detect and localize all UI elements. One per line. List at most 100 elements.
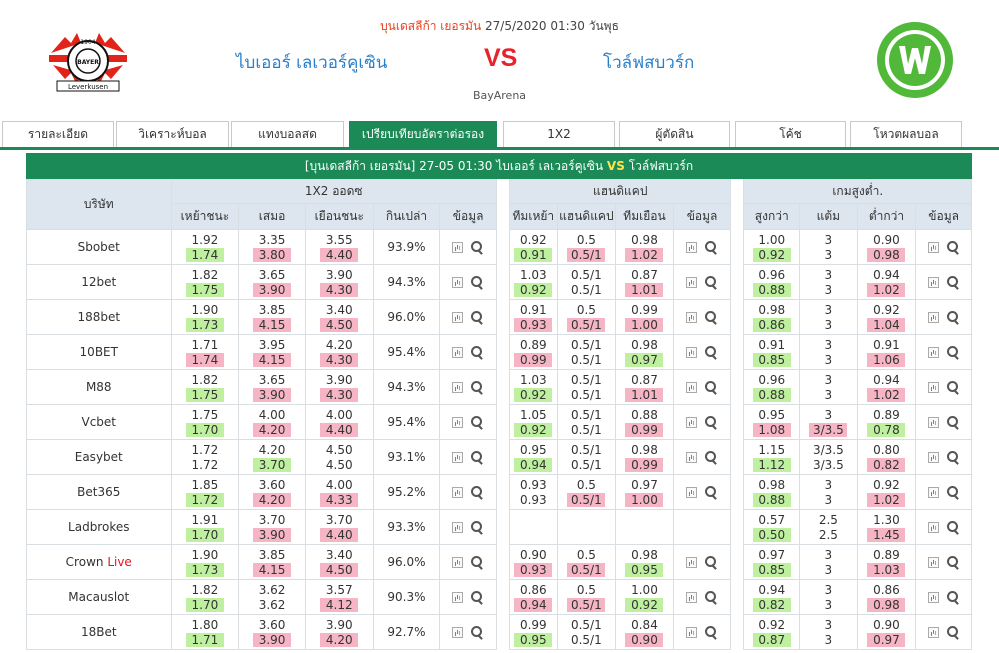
chart-icon[interactable] — [927, 486, 939, 498]
chart-icon[interactable] — [686, 381, 698, 393]
search-icon[interactable] — [471, 520, 484, 534]
search-icon[interactable] — [705, 345, 718, 359]
company-name[interactable]: Bet365 — [26, 474, 172, 510]
search-icon[interactable] — [946, 625, 960, 639]
search-icon[interactable] — [705, 380, 718, 394]
search-icon[interactable] — [471, 590, 484, 604]
search-icon[interactable] — [946, 485, 960, 499]
company-label: Sbobet — [77, 240, 120, 254]
chart-icon[interactable] — [452, 381, 464, 393]
chart-icon[interactable] — [927, 626, 939, 638]
tab-5[interactable]: ผู้ตัดสิน — [619, 121, 730, 148]
chart-icon[interactable] — [686, 276, 698, 288]
chart-icon[interactable] — [452, 591, 464, 603]
tab-2[interactable]: แทงบอลสด — [231, 121, 344, 148]
search-icon[interactable] — [946, 520, 960, 534]
chart-icon[interactable] — [452, 416, 464, 428]
chart-icon[interactable] — [927, 276, 939, 288]
search-icon[interactable] — [471, 415, 484, 429]
chart-icon[interactable] — [927, 241, 939, 253]
chart-icon[interactable] — [686, 451, 698, 463]
company-name[interactable]: Ladbrokes — [26, 509, 172, 545]
tab-7[interactable]: โหวตผลบอล — [850, 121, 962, 148]
company-name[interactable]: Crown Live — [26, 544, 172, 580]
search-icon[interactable] — [471, 310, 484, 324]
chart-icon[interactable] — [686, 416, 698, 428]
odds-cell: 0.94 1.02 — [856, 264, 917, 300]
chart-icon[interactable] — [686, 311, 698, 323]
search-icon[interactable] — [946, 415, 960, 429]
search-icon[interactable] — [471, 625, 484, 639]
company-name[interactable]: 10BET — [26, 334, 172, 370]
chart-icon[interactable] — [927, 381, 939, 393]
company-name[interactable]: Easybet — [26, 439, 172, 475]
chart-icon[interactable] — [452, 276, 464, 288]
chart-icon[interactable] — [927, 416, 939, 428]
odds-value: 3.90 — [253, 527, 292, 542]
search-icon[interactable] — [946, 345, 960, 359]
away-team-name[interactable]: โวล์ฟสบวร์ก — [603, 53, 695, 73]
company-name[interactable]: 18Bet — [26, 614, 172, 650]
chart-icon[interactable] — [927, 556, 939, 568]
search-icon[interactable] — [705, 450, 718, 464]
chart-icon[interactable] — [452, 486, 464, 498]
company-name[interactable]: 12bet — [26, 264, 172, 300]
tab-6[interactable]: โค้ช — [735, 121, 846, 148]
info-cell — [915, 229, 972, 265]
company-name[interactable]: Sbobet — [26, 229, 172, 265]
search-icon[interactable] — [471, 275, 484, 289]
search-icon[interactable] — [946, 555, 960, 569]
company-name[interactable]: 188bet — [26, 299, 172, 335]
tab-4[interactable]: 1X2 — [503, 121, 615, 148]
chart-icon[interactable] — [927, 591, 939, 603]
company-name[interactable]: Vcbet — [26, 404, 172, 440]
chart-icon[interactable] — [686, 626, 698, 638]
odds-cell: 3.60 4.20 — [238, 474, 306, 510]
search-icon[interactable] — [705, 240, 718, 254]
search-icon[interactable] — [946, 240, 960, 254]
chart-icon[interactable] — [927, 311, 939, 323]
search-icon[interactable] — [946, 275, 960, 289]
chart-icon[interactable] — [452, 521, 464, 533]
chart-icon[interactable] — [686, 486, 698, 498]
live-badge[interactable]: Live — [107, 555, 132, 569]
search-icon[interactable] — [471, 485, 484, 499]
search-icon[interactable] — [471, 240, 484, 254]
chart-icon[interactable] — [452, 451, 464, 463]
search-icon[interactable] — [471, 345, 484, 359]
search-icon[interactable] — [471, 380, 484, 394]
chart-icon[interactable] — [927, 521, 939, 533]
chart-icon[interactable] — [452, 346, 464, 358]
home-team-name[interactable]: ไบเออร์ เลเวอร์คูเซิน — [236, 53, 388, 73]
chart-icon[interactable] — [686, 241, 698, 253]
league-name[interactable]: บุนเดสลีก้า เยอรมัน — [380, 19, 482, 33]
tab-1[interactable]: วิเคราะห์บอล — [116, 121, 229, 148]
search-icon[interactable] — [946, 380, 960, 394]
search-icon[interactable] — [705, 415, 718, 429]
chart-icon[interactable] — [927, 451, 939, 463]
search-icon[interactable] — [705, 275, 718, 289]
chart-icon[interactable] — [686, 556, 698, 568]
chart-icon[interactable] — [452, 241, 464, 253]
company-name[interactable]: M88 — [26, 369, 172, 405]
search-icon[interactable] — [705, 625, 718, 639]
tab-3[interactable]: เปรียบเทียบอัตราต่อรอง — [349, 121, 497, 148]
gap — [730, 299, 745, 335]
search-icon[interactable] — [471, 555, 484, 569]
search-icon[interactable] — [946, 450, 960, 464]
chart-icon[interactable] — [686, 591, 698, 603]
search-icon[interactable] — [471, 450, 484, 464]
chart-icon[interactable] — [686, 346, 698, 358]
chart-icon[interactable] — [452, 556, 464, 568]
tab-0[interactable]: รายละเอียด — [2, 121, 114, 148]
chart-icon[interactable] — [452, 626, 464, 638]
chart-icon[interactable] — [452, 311, 464, 323]
search-icon[interactable] — [946, 310, 960, 324]
search-icon[interactable] — [705, 310, 718, 324]
search-icon[interactable] — [705, 555, 718, 569]
chart-icon[interactable] — [927, 346, 939, 358]
search-icon[interactable] — [946, 590, 960, 604]
company-name[interactable]: Macauslot — [26, 579, 172, 615]
search-icon[interactable] — [705, 590, 718, 604]
search-icon[interactable] — [705, 485, 718, 499]
